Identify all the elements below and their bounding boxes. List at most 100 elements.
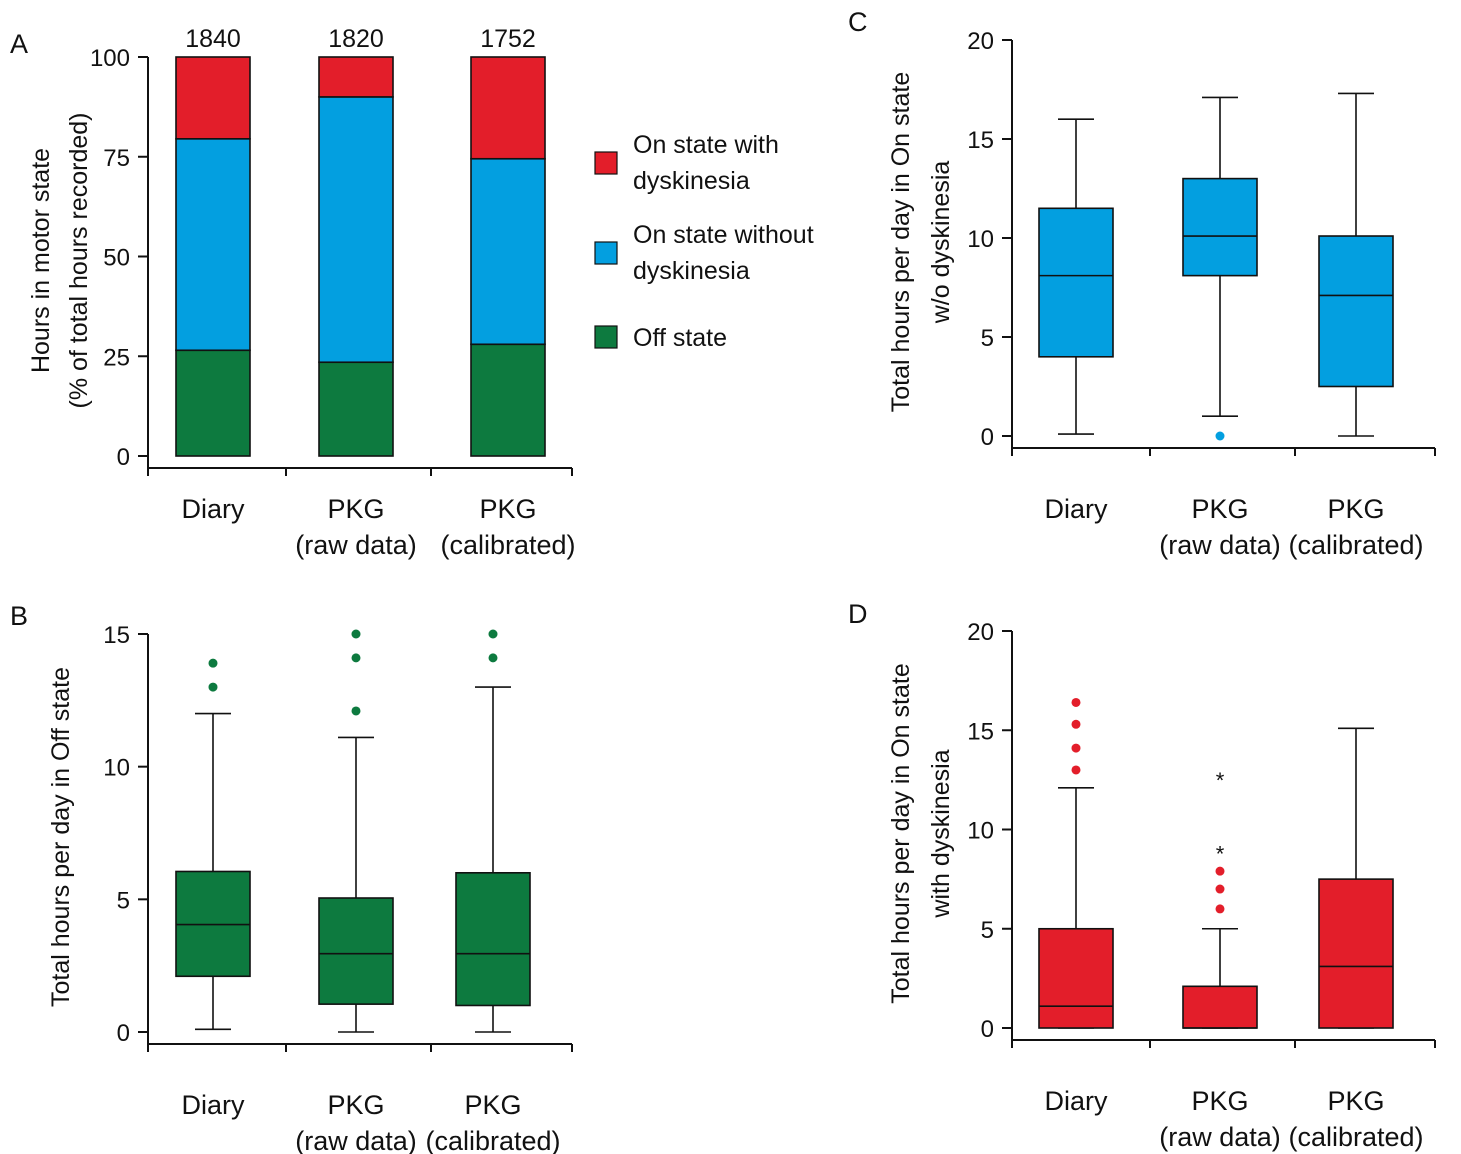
- y-axis-title: (% of total hours recorded): [65, 113, 93, 409]
- x-category-label: (raw data): [295, 530, 417, 560]
- legend-swatch: [594, 241, 618, 265]
- x-category-label: (calibrated): [440, 530, 575, 560]
- stacked-bar-segment: [318, 361, 394, 457]
- x-category-label: (raw data): [295, 1126, 417, 1154]
- legend-label: dyskinesia: [633, 167, 750, 195]
- panel-d: D 0 5 10 15 20 Diary PKG (raw data) PKG (calibrate…: [848, 599, 1436, 1152]
- y-axis-title: with dyskinesia: [927, 749, 955, 918]
- stacked-bar-segment: [470, 157, 546, 346]
- outlier-point: [351, 653, 361, 663]
- bar-total-label: 1840: [185, 25, 241, 53]
- panel-b: B 0 5 10 15 Diary PKG (raw data) PKG (calibrated)…: [10, 601, 573, 1154]
- box-iqr: [455, 871, 531, 1007]
- y-axis-title: Total hours per day in On state: [887, 663, 915, 1003]
- x-category-label: PKG: [464, 1090, 521, 1120]
- extreme-point: *: [1216, 841, 1225, 866]
- legend-swatch: [594, 151, 618, 175]
- outlier-point: [488, 653, 498, 663]
- y-axis-title: Total hours per day in Off state: [47, 667, 75, 1007]
- outlier-point: [1071, 719, 1081, 729]
- legend-label: On state with: [633, 131, 779, 159]
- outlier-point: [1215, 904, 1225, 914]
- outlier-point: [1071, 765, 1081, 775]
- y-tick-label: 5: [981, 325, 994, 352]
- x-category-label: (raw data): [1159, 1122, 1281, 1152]
- x-category-label: PKG: [1191, 494, 1248, 524]
- box-iqr: [1318, 878, 1394, 1029]
- y-tick-label: 20: [967, 619, 994, 646]
- y-tick-label: 20: [967, 28, 994, 55]
- panel-c: C 0 5 10 15 20 Diary PKG (raw data) PKG (calibrate…: [848, 7, 1436, 560]
- panel-a: A 0 25 50 75 100 Diary PKG (raw data) PKG (calibra…: [10, 25, 814, 560]
- x-category-label: Diary: [181, 494, 245, 524]
- outlier-point: [1215, 884, 1225, 894]
- y-tick-label: 5: [981, 917, 994, 944]
- y-tick-label: 0: [981, 1016, 994, 1043]
- x-category-label: Diary: [1044, 494, 1108, 524]
- x-category-label: PKG: [1327, 494, 1384, 524]
- y-tick-label: 10: [103, 755, 130, 782]
- legend-swatch: [594, 325, 618, 349]
- stacked-bar-segment: [318, 96, 394, 364]
- y-tick-label: 100: [90, 45, 130, 72]
- stacked-bar-segment: [470, 343, 546, 457]
- y-tick-label: 75: [103, 145, 130, 172]
- y-tick-label: 15: [967, 718, 994, 745]
- bar-total-label: 1752: [480, 25, 536, 53]
- x-category-label: PKG: [479, 494, 536, 524]
- outlier-point: [1215, 431, 1225, 441]
- legend-label: On state without: [633, 221, 814, 249]
- extreme-point: *: [1216, 768, 1225, 793]
- y-tick-label: 0: [117, 444, 130, 471]
- bar-total-label: 1820: [328, 25, 384, 53]
- outlier-point: [351, 629, 361, 639]
- box-iqr: [1038, 927, 1114, 1029]
- x-category-label: Diary: [1044, 1086, 1108, 1116]
- y-tick-label: 5: [117, 887, 130, 914]
- x-category-label: (calibrated): [425, 1126, 560, 1154]
- x-category-label: (raw data): [1159, 530, 1281, 560]
- stacked-bar-segment: [175, 349, 251, 457]
- legend-label: dyskinesia: [633, 257, 750, 285]
- outlier-point: [488, 629, 498, 639]
- stacked-bar-segment: [175, 137, 251, 352]
- stacked-bar-segment: [470, 56, 546, 160]
- box-iqr: [1318, 235, 1394, 388]
- y-tick-label: 0: [981, 424, 994, 451]
- outlier-point: [208, 658, 218, 668]
- y-axis-title: Total hours per day in On state: [887, 72, 915, 412]
- box-iqr: [318, 897, 394, 1005]
- x-category-label: (calibrated): [1288, 1122, 1423, 1152]
- y-tick-label: 15: [103, 622, 130, 649]
- box-iqr: [1038, 207, 1114, 358]
- x-category-label: (calibrated): [1288, 530, 1423, 560]
- panel-letter: A: [10, 29, 28, 59]
- stacked-bar-segment: [318, 56, 394, 98]
- x-category-label: PKG: [1191, 1086, 1248, 1116]
- y-tick-label: 10: [967, 226, 994, 253]
- y-tick-label: 0: [117, 1020, 130, 1047]
- y-axis-title: Hours in motor state: [27, 148, 55, 373]
- x-category-label: PKG: [327, 1090, 384, 1120]
- y-tick-label: 10: [967, 818, 994, 845]
- legend-label: Off state: [633, 324, 727, 352]
- y-axis-title: w/o dyskinesia: [927, 161, 955, 325]
- y-tick-label: 50: [103, 245, 130, 272]
- box-iqr: [1182, 985, 1258, 1029]
- outlier-point: [1071, 697, 1081, 707]
- x-category-label: PKG: [1327, 1086, 1384, 1116]
- outlier-point: [1071, 743, 1081, 753]
- outlier-point: [208, 682, 218, 692]
- outlier-point: [1215, 866, 1225, 876]
- legend: On state with dyskinesia On state without d…: [594, 131, 814, 352]
- outlier-point: [351, 706, 361, 716]
- box-iqr: [1182, 177, 1258, 277]
- panel-letter: C: [848, 7, 868, 37]
- y-tick-label: 15: [967, 127, 994, 154]
- panel-letter: D: [848, 599, 868, 629]
- stacked-bar-segment: [175, 56, 251, 140]
- x-category-label: Diary: [181, 1090, 245, 1120]
- y-tick-label: 25: [103, 344, 130, 371]
- x-category-label: PKG: [327, 494, 384, 524]
